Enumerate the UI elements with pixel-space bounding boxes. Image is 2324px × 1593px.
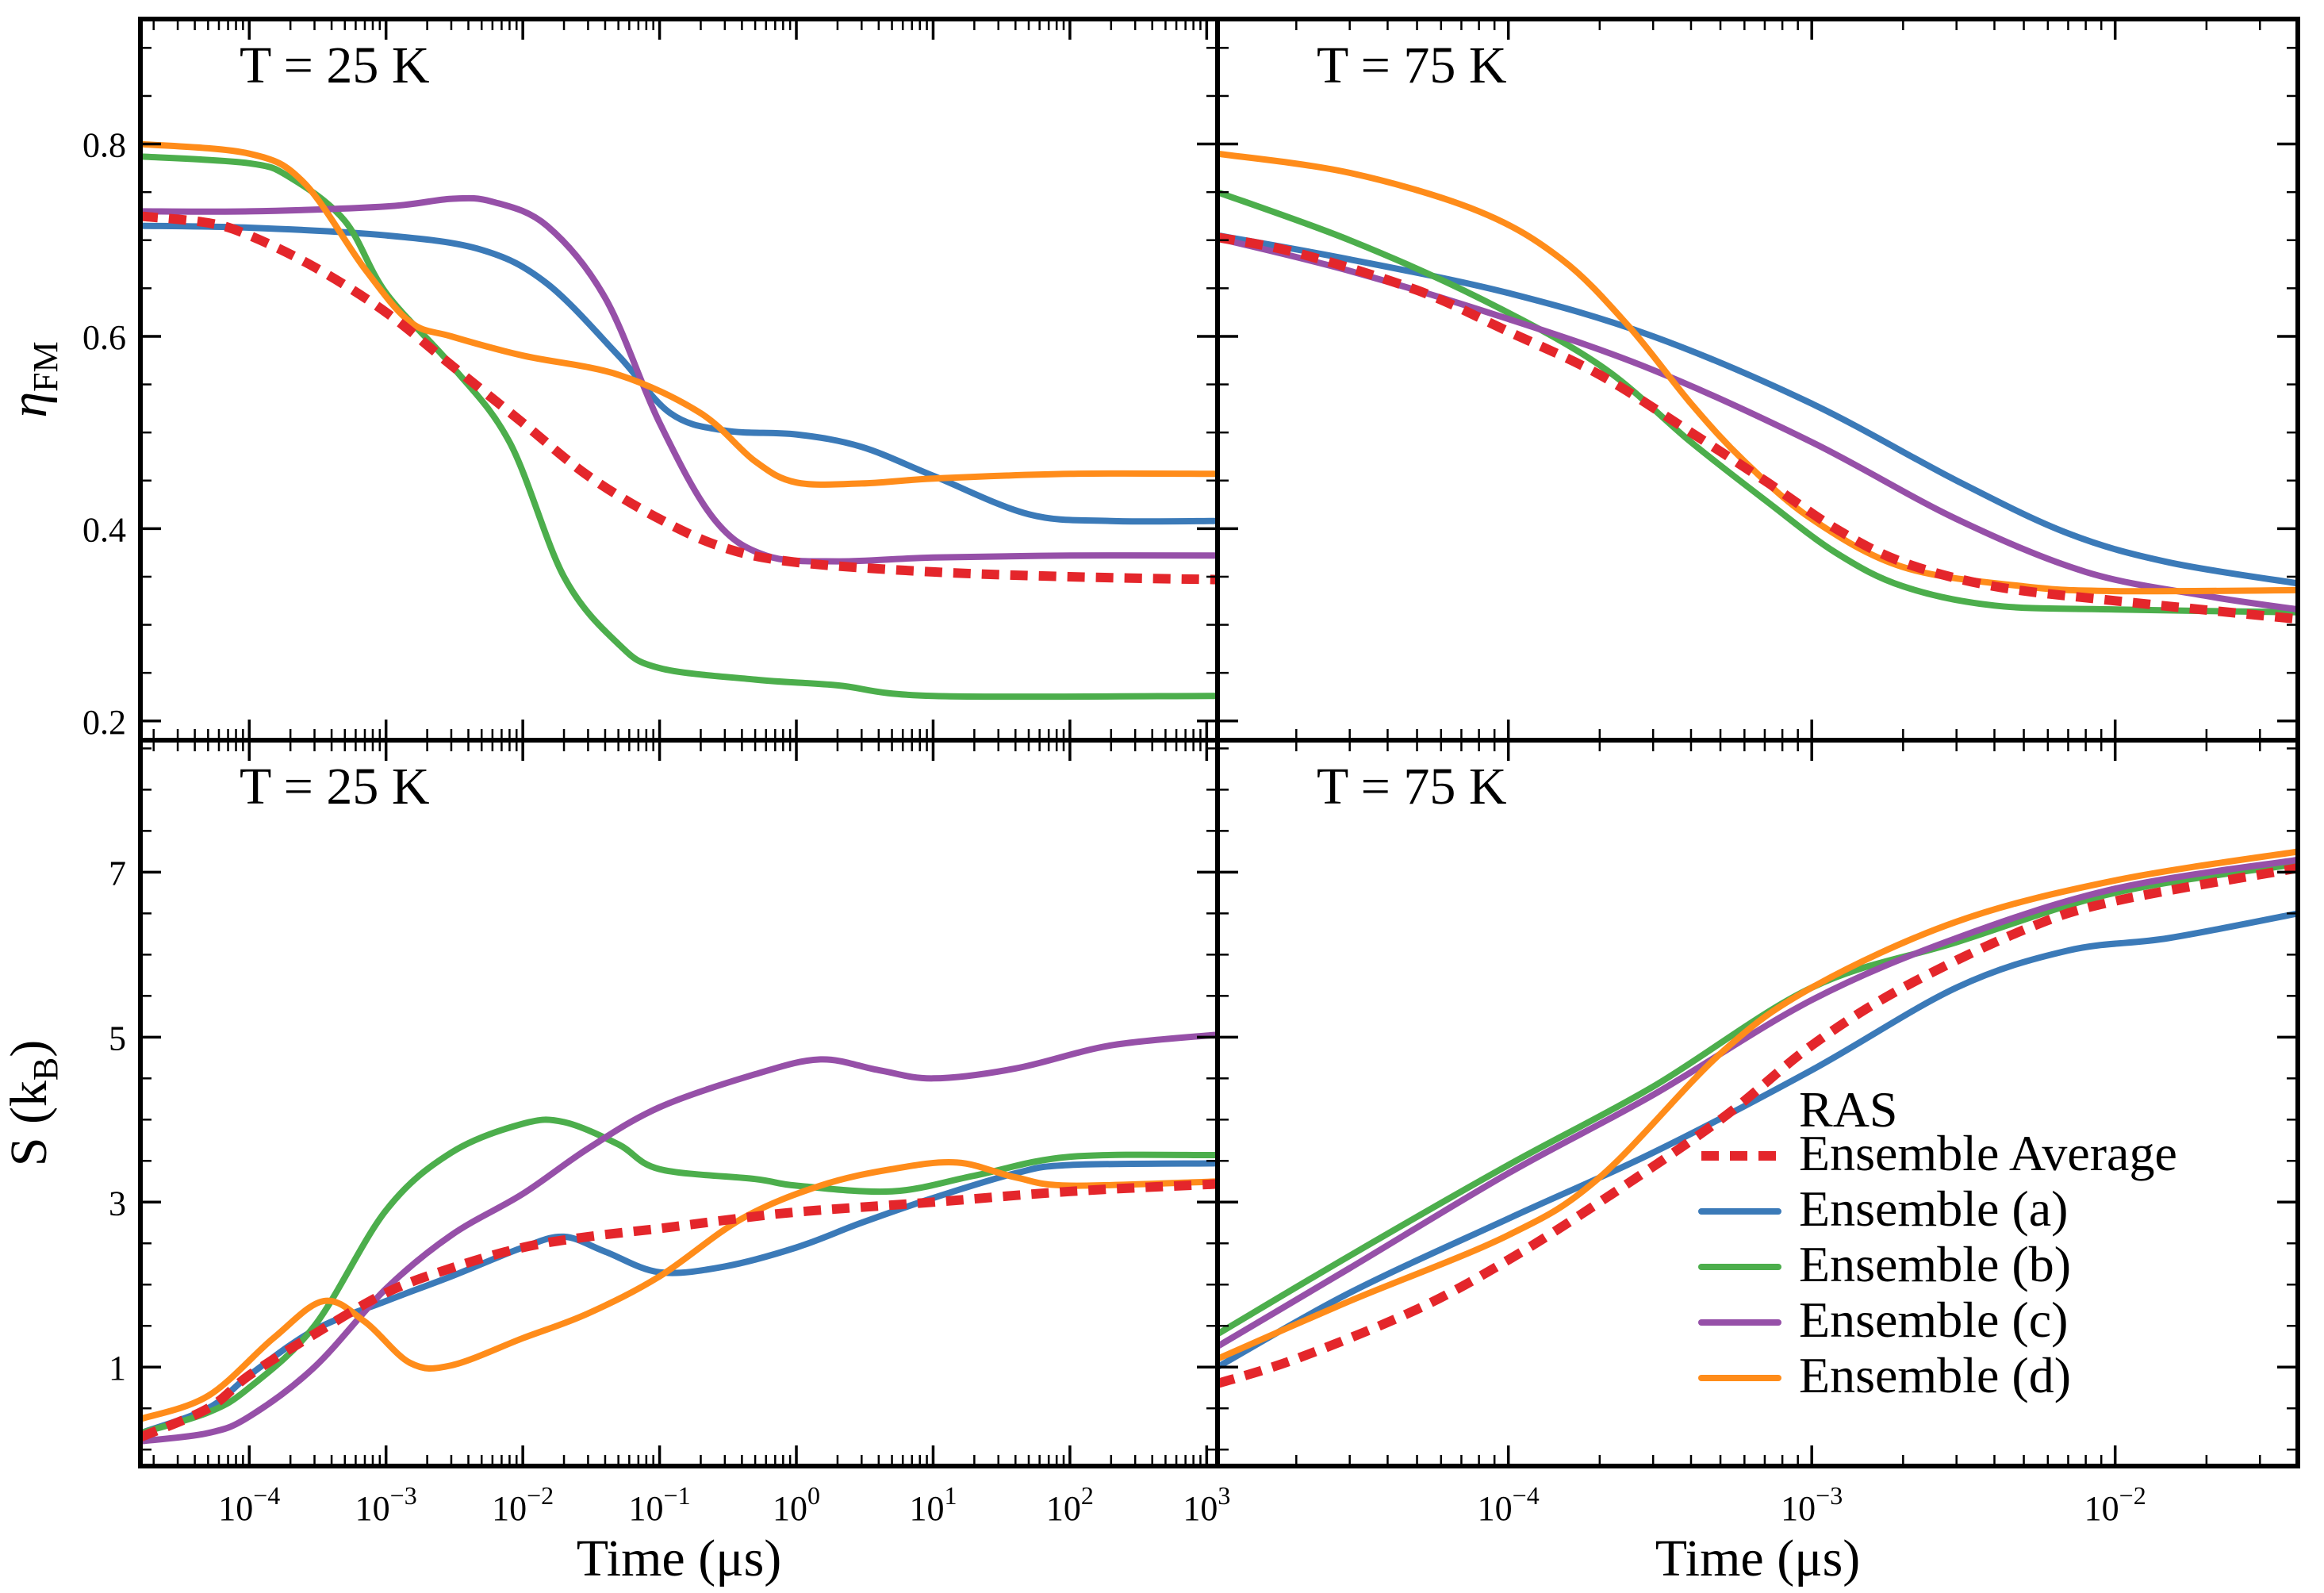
x-tick-label-bottom-left: 10−2 [492, 1481, 554, 1528]
legend-label: Ensemble (b) [1799, 1236, 2071, 1292]
series-ensemble-b-bottom-right [1218, 861, 2298, 1338]
x-tick-label-bottom-right: 10−3 [1781, 1481, 1843, 1528]
y-tick-label-top-left: 0.4 [82, 510, 126, 549]
series-ensemble-average-top-left [140, 211, 1218, 585]
panel-annotation-bottom-left: T = 25 K [240, 758, 430, 816]
legend-label: Ensemble (c) [1799, 1292, 2068, 1348]
legend-label: Ensemble Average [1799, 1125, 2177, 1181]
series-ensemble-a-bottom-right [1218, 910, 2298, 1371]
panel-annotation-bottom-right: T = 75 K [1317, 758, 1507, 816]
y-axis-label-top-left: ηFM [0, 341, 65, 417]
panel-annotation-top-left: T = 25 K [240, 36, 430, 94]
series-ensemble-d-bottom-left [140, 1159, 1218, 1422]
frames-layer [138, 17, 2300, 1468]
x-tick-label-bottom-left: 101 [909, 1481, 957, 1528]
panel-bottom-left-series [140, 1031, 1218, 1445]
series-layer [140, 140, 2298, 1445]
x-tick-label-bottom-left: 10−4 [218, 1481, 280, 1528]
x-tick-label-bottom-left: 10−1 [629, 1481, 691, 1528]
series-ensemble-d-top-right [1218, 150, 2298, 595]
series-ensemble-d-bottom-right [1218, 848, 2298, 1362]
y-tick-label-top-left: 0.8 [82, 126, 126, 165]
series-ensemble-a-top-left [140, 222, 1218, 525]
panel-top-right-series [1218, 150, 2298, 624]
series-ensemble-average-bottom-left [140, 1179, 1218, 1442]
y-tick-label-top-left: 0.2 [82, 703, 126, 742]
x-tick-label-bottom-left: 103 [1183, 1481, 1230, 1528]
panel-top-left-series [140, 140, 1218, 701]
x-axis-label-bottom-right: Time (μs) [1655, 1530, 1861, 1587]
series-ensemble-b-top-left [140, 153, 1218, 701]
panel-bottom-right-series [1218, 848, 2298, 1388]
panel-frame-top-left [138, 17, 1220, 743]
series-ensemble-average-bottom-right [1218, 863, 2298, 1388]
series-ensemble-average-top-right [1218, 232, 2298, 624]
x-tick-label-bottom-right: 10−4 [1478, 1481, 1540, 1528]
y-tick-label-top-left: 0.6 [82, 318, 126, 357]
text-layer: 0.2 0.4 0.6 0.8 T = 25 K ηFM T = 75 K 1 3 5 7 10−4 1… [0, 36, 2146, 1587]
series-ensemble-c-top-left [140, 194, 1218, 565]
y-tick-label-bottom-left: 7 [109, 854, 126, 892]
legend-title: RAS [1799, 1081, 1898, 1138]
series-ensemble-a-top-right [1218, 232, 2298, 587]
x-tick-label-bottom-left: 10−3 [355, 1481, 417, 1528]
y-tick-label-bottom-left: 3 [109, 1184, 126, 1223]
x-axis-label-bottom-left: Time (μs) [577, 1530, 782, 1587]
x-tick-label-bottom-left: 102 [1046, 1481, 1094, 1528]
panel-annotation-top-right: T = 75 K [1317, 36, 1507, 94]
legend-label: Ensemble (a) [1799, 1180, 2068, 1237]
y-axis-label-bottom-left: S (kB) [0, 1040, 65, 1167]
x-tick-label-bottom-right: 10−2 [2084, 1481, 2146, 1528]
series-ensemble-a-bottom-left [140, 1160, 1218, 1437]
panel-frame-bottom-left [138, 738, 1220, 1468]
panel-frame-bottom-right [1215, 738, 2300, 1468]
x-tick-label-bottom-left: 100 [773, 1481, 820, 1528]
series-ensemble-c-bottom-left [140, 1031, 1218, 1445]
series-ensemble-c-bottom-right [1218, 856, 2298, 1350]
legend-label: Ensemble (d) [1799, 1347, 2071, 1403]
y-tick-label-bottom-left: 5 [109, 1019, 126, 1058]
series-ensemble-b-top-right [1218, 189, 2298, 616]
series-ensemble-d-top-left [140, 140, 1218, 488]
y-tick-label-bottom-left: 1 [109, 1349, 126, 1388]
